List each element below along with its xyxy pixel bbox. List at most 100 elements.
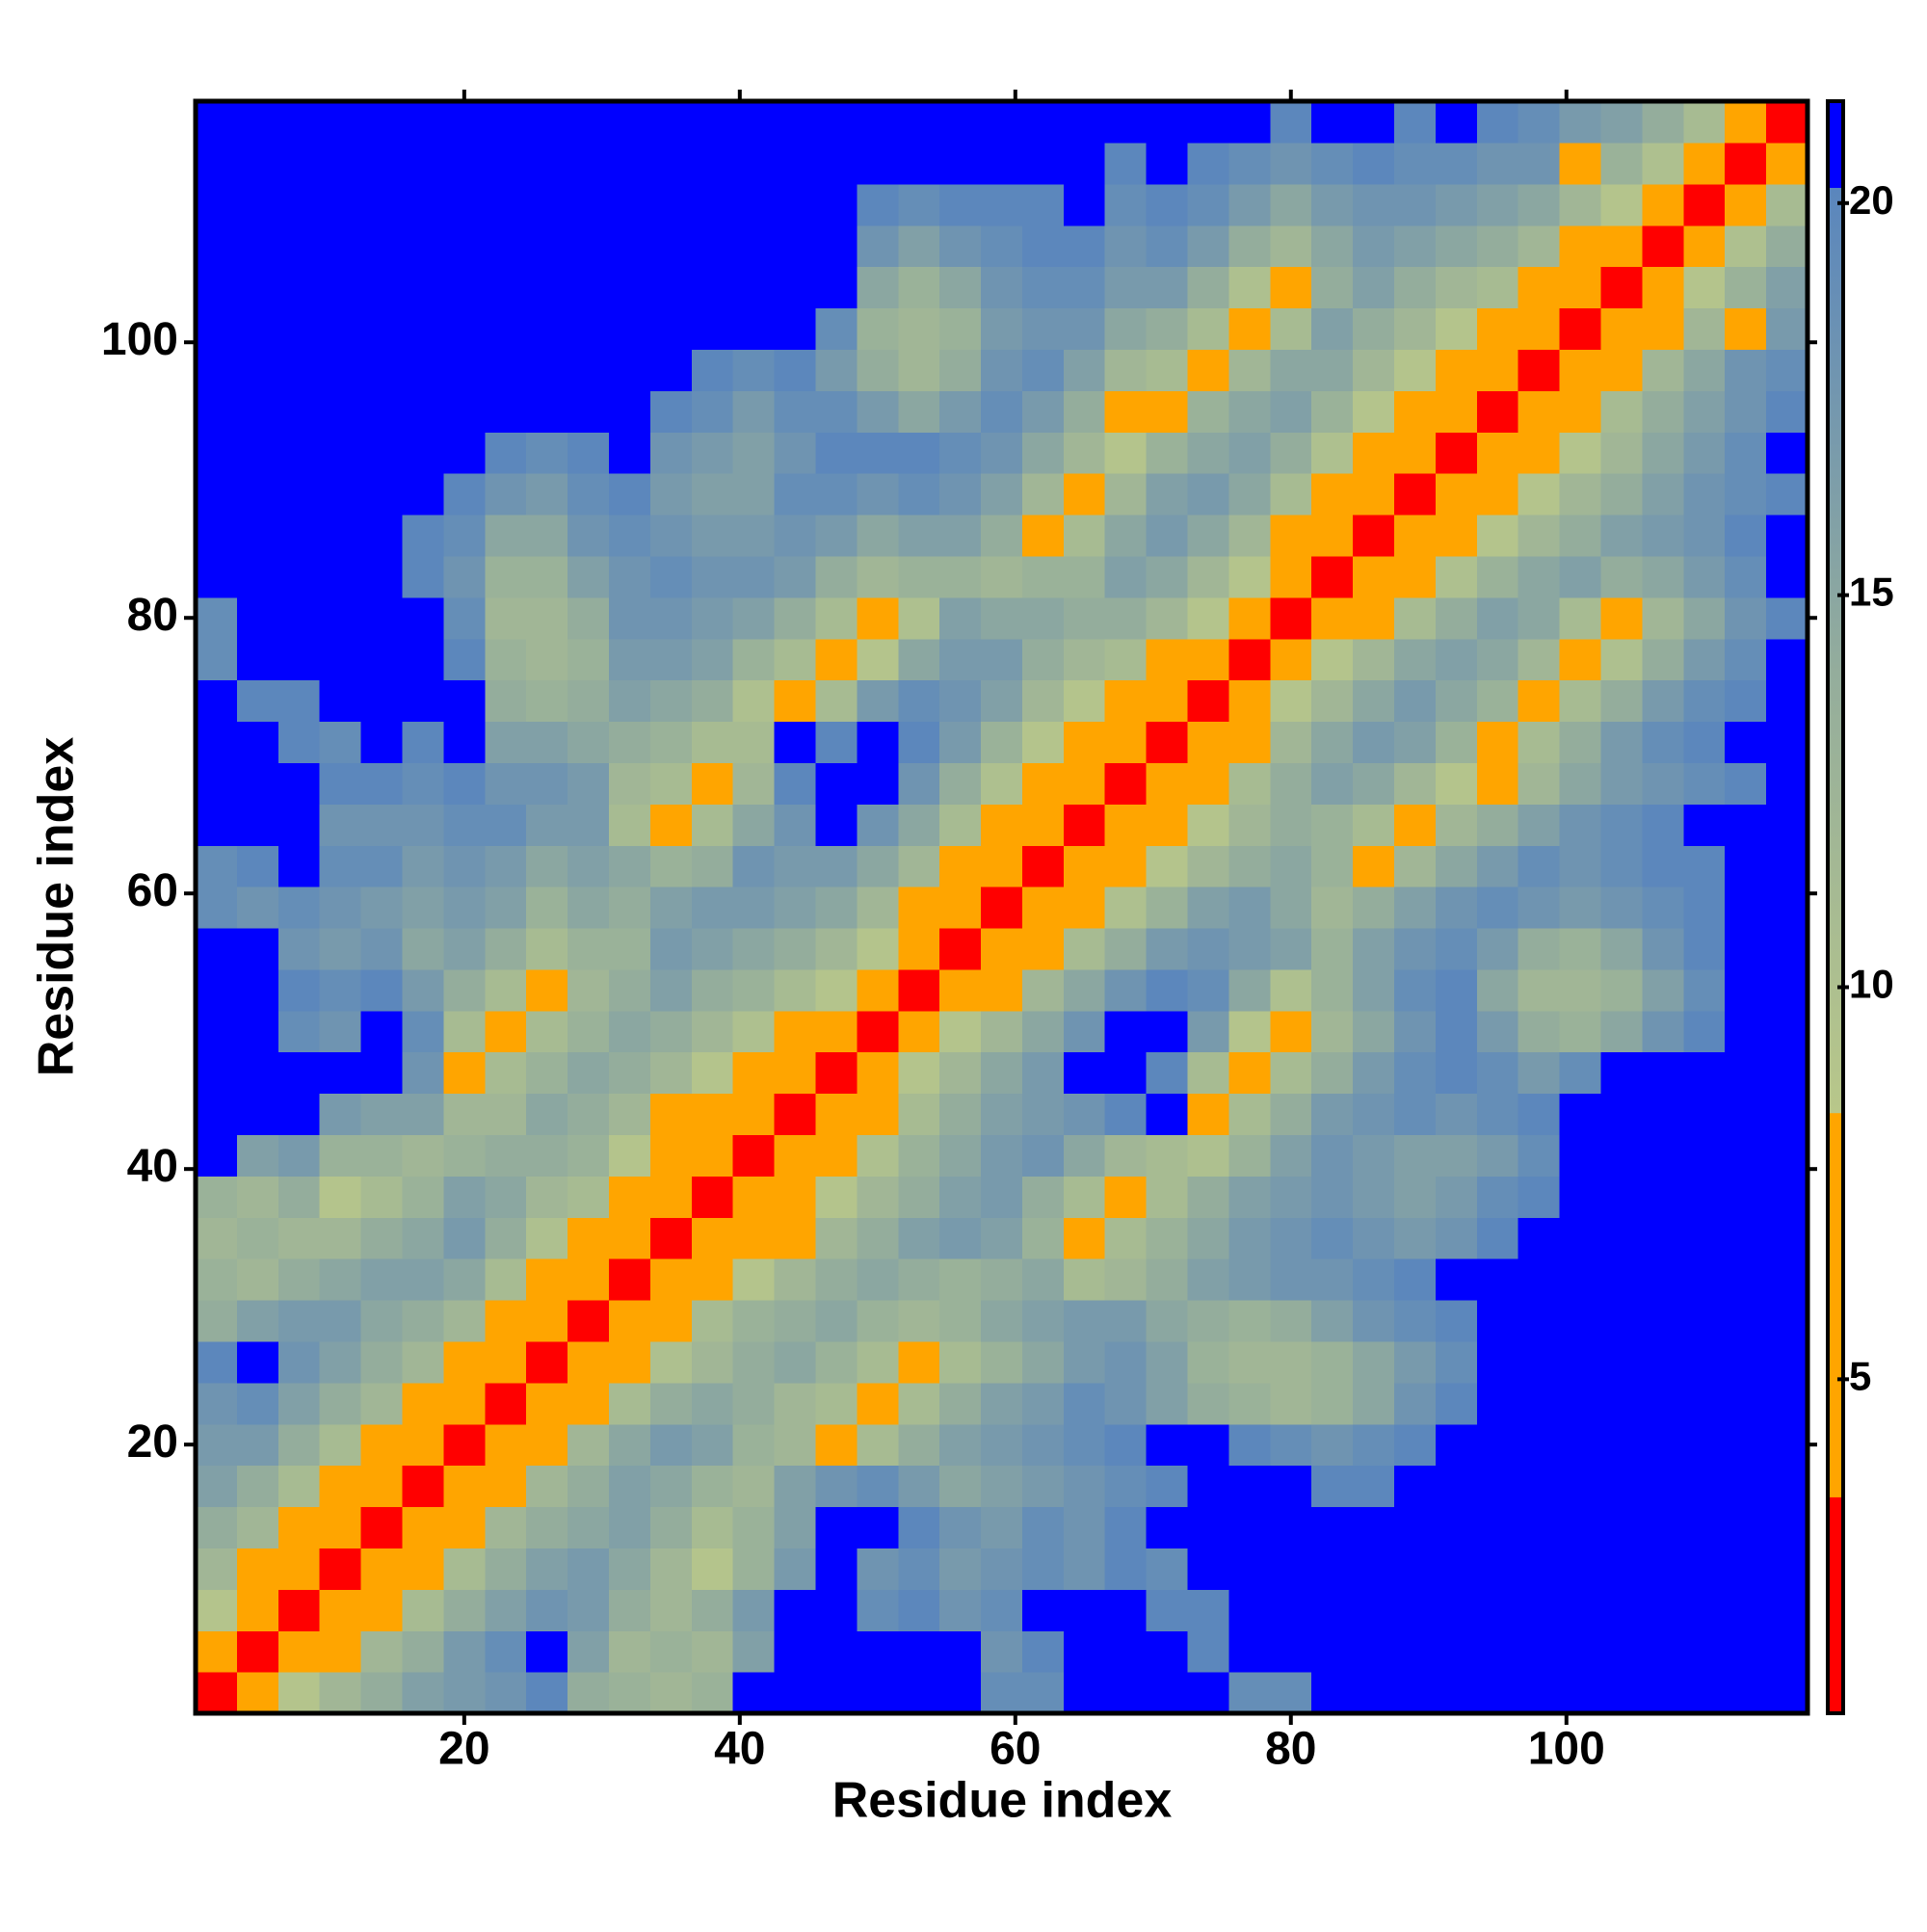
heatmap-cell	[1021, 142, 1065, 185]
heatmap-cell	[1394, 1382, 1437, 1425]
heatmap-cell	[1104, 432, 1148, 474]
heatmap-cell	[1353, 1382, 1395, 1425]
heatmap-cell	[608, 225, 651, 268]
heatmap-cell	[1476, 638, 1519, 681]
heatmap-cell	[526, 1300, 568, 1342]
heatmap-cell	[1270, 514, 1312, 557]
heatmap-cell	[1104, 142, 1148, 185]
heatmap-cell	[360, 845, 404, 887]
heatmap-cell	[1270, 225, 1312, 268]
heatmap-cell	[485, 307, 527, 350]
heatmap-cell	[1394, 1134, 1437, 1177]
heatmap-cell	[568, 1589, 610, 1631]
heatmap-cell	[1394, 1423, 1437, 1467]
heatmap-cell	[1063, 1672, 1106, 1714]
heatmap-cell	[649, 432, 693, 474]
heatmap-cell	[1476, 1589, 1519, 1631]
heatmap-cell	[1683, 927, 1726, 970]
heatmap-cell	[1435, 721, 1478, 763]
heatmap-cell	[1353, 1051, 1395, 1095]
heatmap-cell	[1187, 1093, 1230, 1136]
heatmap-cell	[1766, 349, 1808, 391]
heatmap-cell	[1353, 1217, 1395, 1259]
heatmap-cell	[360, 266, 404, 309]
heatmap-cell	[857, 307, 899, 350]
heatmap-cell	[1683, 307, 1726, 350]
heatmap-cell	[649, 1465, 693, 1508]
heatmap-cell	[857, 1423, 899, 1467]
heatmap-cell	[898, 1176, 940, 1218]
heatmap-cell	[1146, 555, 1189, 598]
heatmap-cell	[939, 1093, 982, 1136]
heatmap-cell	[236, 1506, 279, 1549]
heatmap-cell	[402, 1423, 444, 1467]
heatmap-cell	[236, 1051, 279, 1095]
heatmap-cell	[1063, 1134, 1106, 1177]
heatmap-cell	[526, 1258, 568, 1301]
heatmap-cell	[1476, 473, 1519, 516]
heatmap-cell	[1766, 1134, 1808, 1177]
heatmap-cell	[402, 1217, 444, 1259]
heatmap-cell	[319, 142, 362, 185]
heatmap-cell	[485, 1589, 527, 1631]
heatmap-cell	[485, 1093, 527, 1136]
heatmap-cell	[1683, 804, 1726, 846]
heatmap-cell	[898, 1423, 940, 1467]
heatmap-cell	[485, 596, 527, 640]
heatmap-cell	[360, 349, 404, 391]
heatmap-cell	[319, 307, 362, 350]
heatmap-cell	[1063, 1506, 1106, 1549]
heatmap-cell	[1435, 1423, 1478, 1467]
heatmap-cell	[732, 1672, 776, 1714]
heatmap-cell	[1270, 142, 1312, 185]
heatmap-cell	[981, 638, 1023, 681]
heatmap-cell	[981, 473, 1023, 516]
heatmap-cell	[732, 1176, 776, 1218]
heatmap-cell	[1476, 596, 1519, 640]
heatmap-cell	[319, 390, 362, 433]
heatmap-cell	[608, 927, 651, 970]
heatmap-cell	[485, 266, 527, 309]
heatmap-cell	[1476, 762, 1519, 805]
heatmap-cell	[1353, 1134, 1395, 1177]
heatmap-cell	[1021, 721, 1065, 763]
heatmap-cell	[857, 845, 899, 887]
heatmap-cell	[1063, 1051, 1106, 1095]
heatmap-cell	[1435, 762, 1478, 805]
heatmap-cell	[1683, 183, 1726, 226]
heatmap-cell	[1270, 1423, 1312, 1467]
heatmap-cell	[939, 927, 982, 970]
heatmap-cell	[1435, 1589, 1478, 1631]
heatmap-cell	[1642, 1300, 1684, 1342]
heatmap-cell	[1725, 1176, 1767, 1218]
heatmap-cell	[1270, 1051, 1312, 1095]
heatmap-cell	[815, 721, 858, 763]
heatmap-cell	[774, 349, 817, 391]
heatmap-cell	[774, 927, 817, 970]
heatmap-cell	[1187, 638, 1230, 681]
heatmap-cell	[1600, 968, 1644, 1012]
heatmap-cell	[1559, 307, 1602, 350]
heatmap-cell	[815, 225, 858, 268]
colorbar-tick-label: 20	[1849, 177, 1894, 223]
heatmap-cell	[485, 1465, 527, 1508]
heatmap-cell	[898, 804, 940, 846]
heatmap-cell	[1518, 1630, 1561, 1673]
heatmap-cell	[732, 804, 776, 846]
heatmap-cell	[402, 968, 444, 1012]
heatmap-cell	[815, 473, 858, 516]
heatmap-cell	[608, 804, 651, 846]
heatmap-cell	[1683, 1382, 1726, 1425]
heatmap-cell	[1476, 1176, 1519, 1218]
heatmap-cell	[1021, 266, 1065, 309]
heatmap-cell	[1187, 473, 1230, 516]
heatmap-cell	[1600, 349, 1644, 391]
heatmap-cell	[1311, 349, 1354, 391]
heatmap-cell	[732, 679, 776, 723]
heatmap-cell	[1187, 968, 1230, 1012]
heatmap-cell	[360, 514, 404, 557]
heatmap-cell	[1311, 638, 1354, 681]
heatmap-cell	[360, 555, 404, 598]
heatmap-cell	[608, 1382, 651, 1425]
heatmap-cell	[774, 183, 817, 226]
